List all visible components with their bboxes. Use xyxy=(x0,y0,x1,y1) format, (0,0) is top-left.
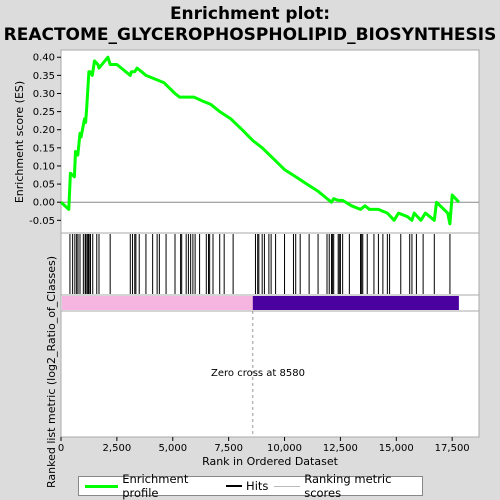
y-tick-label: 0.20 xyxy=(33,125,55,136)
y-tick-label: 0.40 xyxy=(33,53,55,64)
y-tick-label: 0.25 xyxy=(33,107,55,118)
y-axis-label-bottom: Ranked list metric (log2_Ratio_of_Classe… xyxy=(45,256,58,488)
legend-item-hits: Hits xyxy=(226,479,268,493)
y-tick-label: 0.00 xyxy=(33,198,55,209)
legend-swatch-enrichment-profile xyxy=(85,484,119,488)
legend-swatch-hits xyxy=(226,485,243,487)
x-tick-label: 2,500 xyxy=(103,443,132,454)
y-axis-label-top: Enrichment score (ES) xyxy=(13,81,26,203)
chart-title-line-1: Enrichment plot: xyxy=(169,4,331,24)
y-tick-label: 0.35 xyxy=(33,71,55,82)
y-tick-label: -0.05 xyxy=(29,216,55,227)
x-tick-label: 10,000 xyxy=(267,443,302,454)
legend: Enrichment profile Hits Ranking metric s… xyxy=(78,472,423,500)
legend-label-ranking-metric: Ranking metric scores xyxy=(304,472,392,500)
x-tick-label: 17,500 xyxy=(435,443,470,454)
legend-swatch-ranking-metric xyxy=(274,485,301,487)
y-tick-label: 0.15 xyxy=(33,143,55,154)
ranked-metric-panel-background xyxy=(60,310,480,438)
chart-title-line-2: REACTOME_GLYCEROPHOSPHOLIPID_BIOSYNTHESI… xyxy=(3,25,497,45)
zero-cross-label: Zero cross at 8580 xyxy=(211,368,305,379)
x-axis: 0 2,500 5,000 7,500 10,000 12,500 15,000 17,500 xyxy=(58,437,470,454)
x-tick-label: 5,000 xyxy=(158,443,187,454)
x-tick-label: 15,000 xyxy=(379,443,414,454)
enrichment-profile-line xyxy=(59,55,460,226)
x-tick-label: 12,500 xyxy=(323,443,358,454)
y-tick-label: 0.10 xyxy=(33,161,55,172)
y-tick-label: 0.05 xyxy=(33,180,55,191)
legend-item-enrichment-profile: Enrichment profile xyxy=(85,472,220,500)
hits-markers xyxy=(69,234,451,294)
es-panel-background xyxy=(60,49,480,234)
x-tick-label: 7,500 xyxy=(214,443,243,454)
negative-rank-band xyxy=(252,296,459,310)
legend-label-hits: Hits xyxy=(246,479,269,493)
y-tick-label: 0.30 xyxy=(33,89,55,100)
legend-item-ranking-metric: Ranking metric scores xyxy=(274,472,422,500)
positive-rank-band xyxy=(62,296,253,310)
legend-label-enrichment-profile: Enrichment profile xyxy=(122,472,189,500)
x-axis-label: Rank in Ordered Dataset xyxy=(202,455,339,468)
es-y-axis: -0.05 0.00 0.05 0.10 0.15 0.20 0.25 0.30 0.35 0.4… xyxy=(29,53,61,227)
x-tick-label: 0 xyxy=(58,443,64,454)
